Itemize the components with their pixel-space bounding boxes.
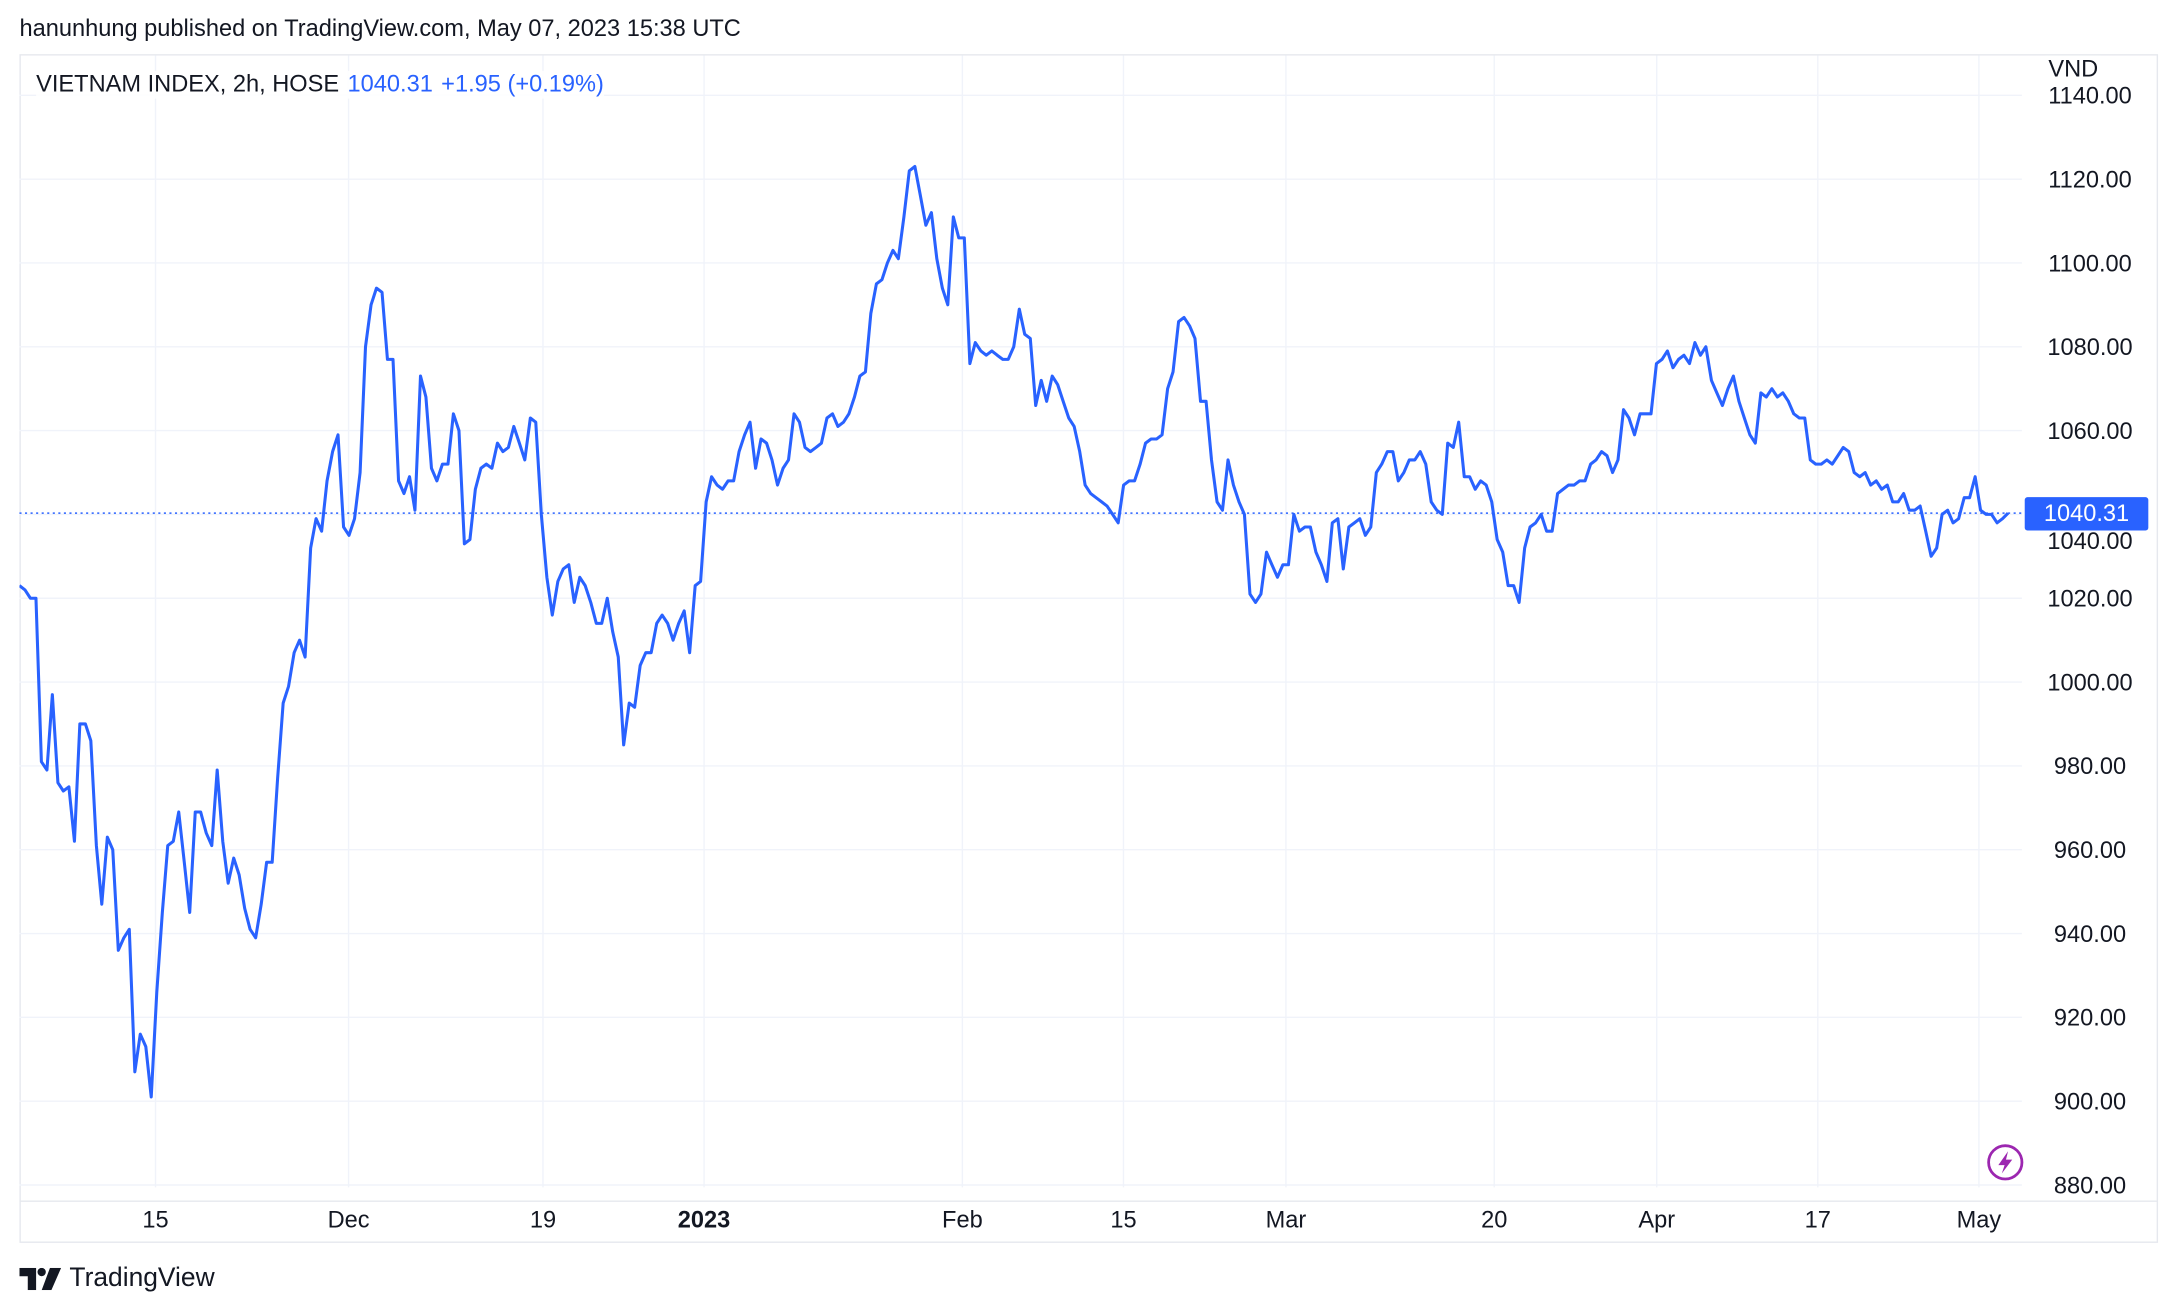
y-tick-label: 1120.00	[2048, 167, 2132, 193]
y-tick-label: 880.00	[2054, 1173, 2126, 1199]
last-price: 1040.31	[347, 70, 433, 98]
x-tick-label: 15	[142, 1208, 168, 1234]
price-series-line	[19, 164, 2010, 1099]
y-tick-label: 1060.00	[2047, 419, 2132, 445]
tradingview-logo[interactable]: TradingView	[19, 1263, 215, 1295]
tradingview-logo-icon	[19, 1267, 62, 1291]
currency-label: VND	[2045, 55, 2101, 82]
y-tick-label: 1000.00	[2047, 670, 2132, 696]
published-caption: hanunhung published on TradingView.com, …	[19, 15, 741, 42]
y-tick-label: 1020.00	[2047, 587, 2132, 613]
y-tick-label: 980.00	[2054, 754, 2126, 780]
symbol-legend: VIETNAM INDEX, 2h, HOSE 1040.31 +1.95 (+0.…	[36, 70, 604, 99]
last-price-badge: 1040.31	[2024, 497, 2149, 531]
y-tick-label: 1080.00	[2047, 335, 2132, 361]
y-tick-label: 1040.00	[2047, 529, 2132, 555]
x-tick-label: Apr	[1638, 1208, 1675, 1234]
x-tick-label: 19	[530, 1208, 556, 1234]
y-tick-label: 960.00	[2054, 838, 2126, 864]
x-tick-label: Mar	[1266, 1208, 1307, 1234]
x-tick-label: 20	[1481, 1208, 1507, 1234]
x-tick-label: 15	[1110, 1208, 1136, 1234]
x-tick-label: 2023	[678, 1208, 731, 1234]
y-tick-label: 940.00	[2054, 922, 2126, 948]
x-tick-label: 17	[1805, 1208, 1831, 1234]
brand-name: TradingView	[69, 1263, 215, 1293]
y-tick-label: 1140.00	[2048, 84, 2132, 110]
lightning-icon[interactable]	[1986, 1143, 2025, 1182]
x-tick-label: May	[1957, 1208, 2002, 1234]
y-tick-label: 920.00	[2054, 1006, 2126, 1032]
chart-frame	[19, 54, 2159, 1243]
x-tick-label: Dec	[328, 1208, 370, 1234]
y-tick-label: 900.00	[2054, 1090, 2126, 1116]
y-tick-label: 1100.00	[2048, 251, 2132, 277]
symbol-name: VIETNAM INDEX, 2h, HOSE	[36, 70, 340, 98]
x-tick-label: Feb	[942, 1208, 983, 1234]
price-change: +1.95 (+0.19%)	[441, 70, 604, 98]
